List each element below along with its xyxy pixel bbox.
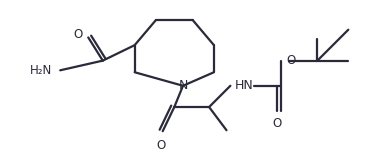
Text: O: O [73,28,82,41]
Text: N: N [178,79,188,92]
Text: O: O [287,54,296,67]
Text: H₂N: H₂N [30,64,52,77]
Text: O: O [272,117,281,130]
Text: HN: HN [235,79,253,92]
Text: O: O [156,139,165,152]
